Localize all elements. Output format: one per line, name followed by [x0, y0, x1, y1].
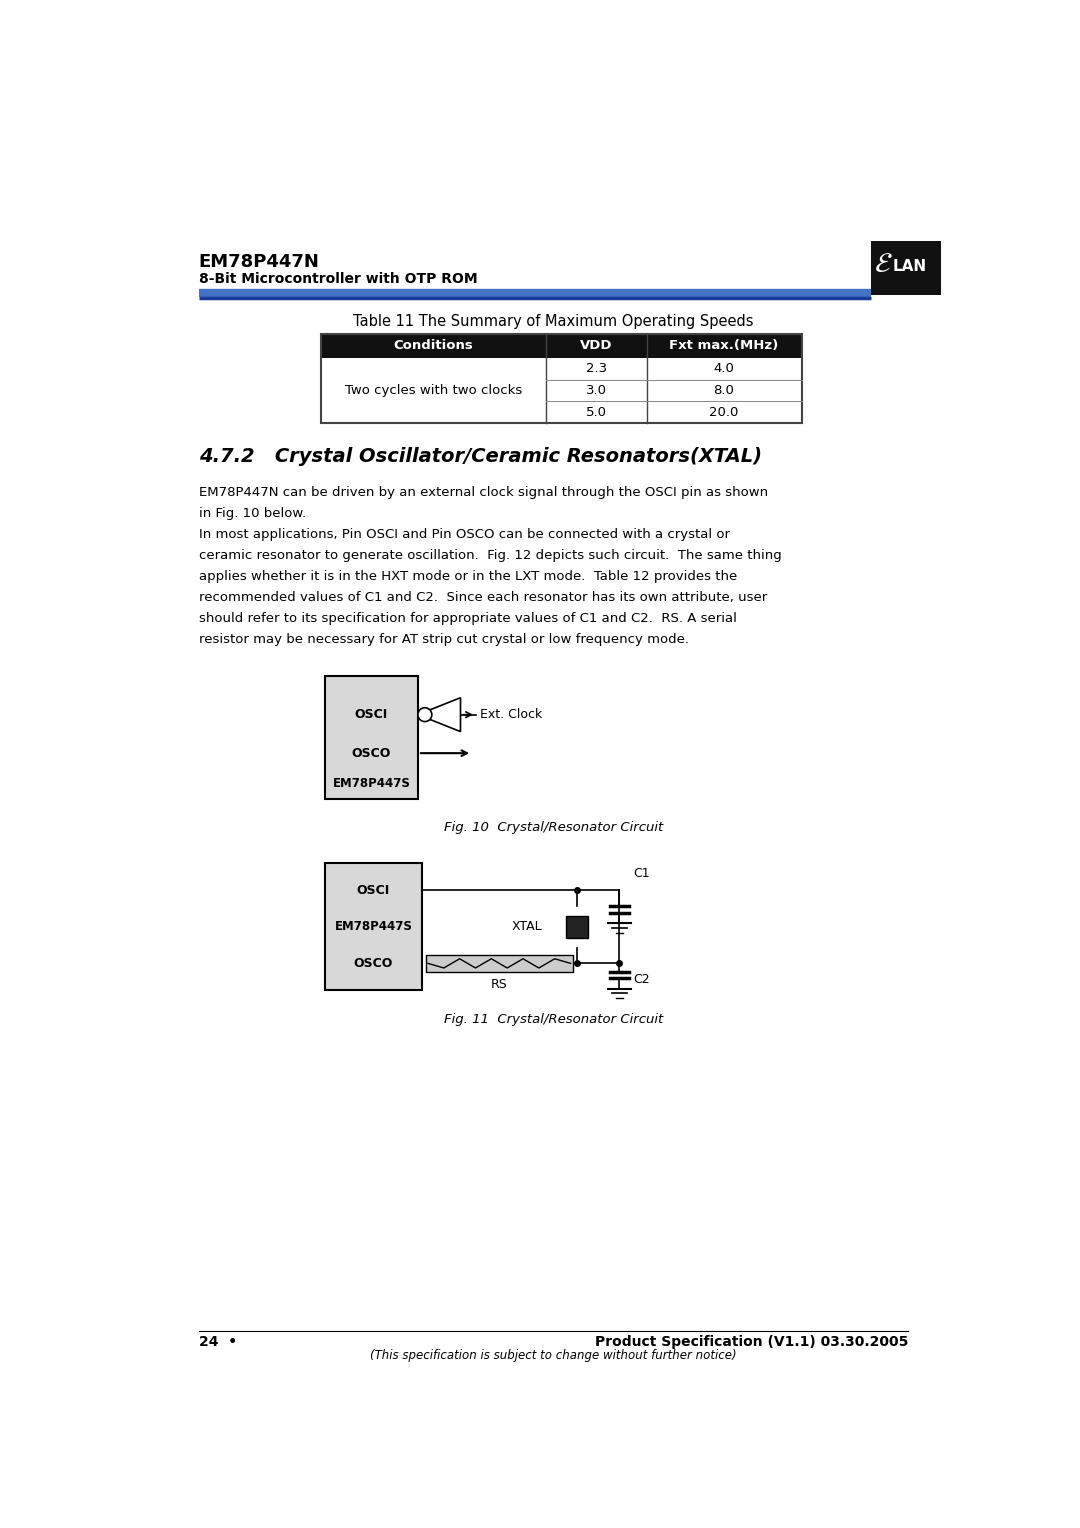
Text: C1: C1 — [633, 866, 650, 880]
Text: OSCI: OSCI — [356, 883, 390, 897]
Text: (This specification is subject to change without further notice): (This specification is subject to change… — [370, 1349, 737, 1361]
Text: OSCO: OSCO — [352, 747, 391, 759]
Text: EM78P447N can be driven by an external clock signal through the OSCI pin as show: EM78P447N can be driven by an external c… — [199, 486, 768, 520]
FancyBboxPatch shape — [426, 955, 572, 972]
Text: EM78P447S: EM78P447S — [335, 920, 413, 934]
FancyBboxPatch shape — [321, 333, 801, 358]
Text: Fig. 10  Crystal/Resonator Circuit: Fig. 10 Crystal/Resonator Circuit — [444, 821, 663, 834]
Text: EM78P447N: EM78P447N — [199, 252, 320, 270]
Text: 8-Bit Microcontroller with OTP ROM: 8-Bit Microcontroller with OTP ROM — [199, 272, 477, 286]
Polygon shape — [418, 698, 460, 732]
Text: Fig. 11  Crystal/Resonator Circuit: Fig. 11 Crystal/Resonator Circuit — [444, 1013, 663, 1027]
FancyBboxPatch shape — [321, 380, 801, 402]
Text: 5.0: 5.0 — [585, 405, 607, 419]
Text: LAN: LAN — [893, 260, 927, 274]
Text: XTAL: XTAL — [511, 920, 542, 934]
FancyBboxPatch shape — [321, 358, 801, 380]
Text: Product Specification (V1.1) 03.30.2005: Product Specification (V1.1) 03.30.2005 — [595, 1335, 908, 1349]
Text: RS: RS — [491, 978, 508, 992]
Text: 4.7.2   Crystal Oscillator/Ceramic Resonators(XTAL): 4.7.2 Crystal Oscillator/Ceramic Resonat… — [199, 448, 761, 466]
Text: 8.0: 8.0 — [714, 384, 734, 397]
FancyBboxPatch shape — [566, 915, 588, 938]
Text: Table 11 The Summary of Maximum Operating Speeds: Table 11 The Summary of Maximum Operatin… — [353, 315, 754, 329]
Text: $\mathcal{E}$: $\mathcal{E}$ — [874, 251, 892, 278]
FancyBboxPatch shape — [872, 241, 941, 295]
Text: 3.0: 3.0 — [585, 384, 607, 397]
FancyBboxPatch shape — [325, 677, 418, 799]
FancyBboxPatch shape — [321, 402, 801, 423]
Text: Two cycles with two clocks: Two cycles with two clocks — [345, 384, 522, 397]
Circle shape — [418, 707, 432, 721]
Text: 24  •: 24 • — [199, 1335, 237, 1349]
Text: Ext. Clock: Ext. Clock — [480, 707, 542, 721]
Text: VDD: VDD — [580, 339, 612, 353]
Text: OSCO: OSCO — [353, 957, 393, 970]
FancyBboxPatch shape — [325, 863, 422, 990]
Text: 2.3: 2.3 — [585, 362, 607, 376]
Text: 4.0: 4.0 — [714, 362, 734, 376]
Text: EM78P447S: EM78P447S — [333, 778, 410, 790]
Text: C2: C2 — [633, 973, 650, 987]
Text: 20.0: 20.0 — [710, 405, 739, 419]
Text: OSCI: OSCI — [354, 707, 388, 721]
Text: Conditions: Conditions — [393, 339, 473, 353]
Text: Fxt max.(MHz): Fxt max.(MHz) — [670, 339, 779, 353]
Text: In most applications, Pin OSCI and Pin OSCO can be connected with a crystal or
c: In most applications, Pin OSCI and Pin O… — [199, 529, 781, 646]
